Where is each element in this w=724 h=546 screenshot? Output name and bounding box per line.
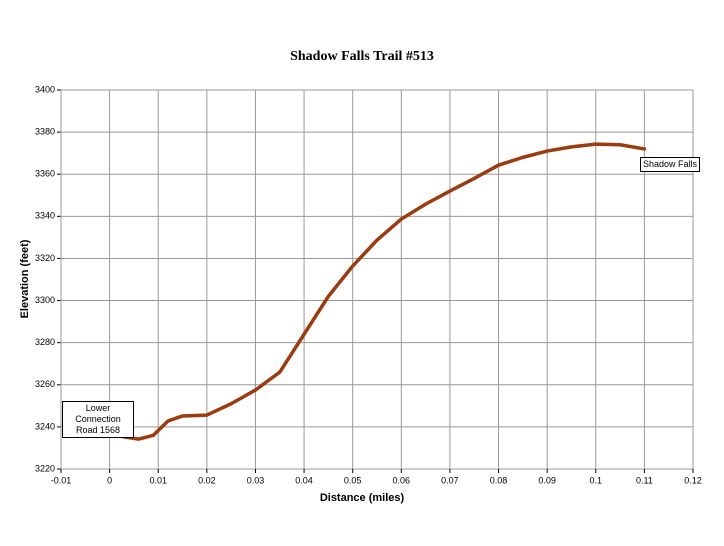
- plot-frame: [60, 89, 694, 470]
- x-tick-label: 0.09: [538, 475, 556, 485]
- data-line: [107, 142, 647, 441]
- annotation: Lower Connection Road 1568: [62, 401, 134, 438]
- x-tick-label: 0.04: [295, 475, 313, 485]
- y-tick-label: 3240: [35, 421, 55, 431]
- x-tick-label: 0.06: [393, 475, 411, 485]
- y-tick-label: 3400: [35, 84, 55, 94]
- y-tick-label: 3300: [35, 295, 55, 305]
- x-tick-label: 0.08: [490, 475, 508, 485]
- x-axis-label: Distance (miles): [320, 492, 405, 504]
- y-tick-label: 3260: [35, 379, 55, 389]
- annotation: Shadow Falls: [640, 157, 701, 172]
- x-tick-label: 0.02: [198, 475, 216, 485]
- y-tick-label: 3280: [35, 337, 55, 347]
- x-tick-label: 0.12: [684, 475, 702, 485]
- x-tick-label: 0: [107, 475, 112, 485]
- x-tick-label: 0.07: [441, 475, 459, 485]
- x-tick-label: 0.03: [247, 475, 265, 485]
- y-tick-label: 3340: [35, 211, 55, 221]
- y-tick-label: 3220: [35, 463, 55, 473]
- x-tick-label: -0.01: [51, 475, 72, 485]
- y-tick-label: 3360: [35, 169, 55, 179]
- chart-title: Shadow Falls Trail #513: [290, 49, 434, 64]
- x-tick-label: 0.1: [590, 475, 603, 485]
- x-tick-label: 0.11: [636, 475, 653, 485]
- y-tick-label: 3320: [35, 253, 55, 263]
- y-axis-label: Elevation (feet): [19, 239, 31, 318]
- x-tick-label: 0.01: [149, 475, 167, 485]
- y-tick-label: 3380: [35, 126, 55, 136]
- x-tick-label: 0.05: [344, 475, 362, 485]
